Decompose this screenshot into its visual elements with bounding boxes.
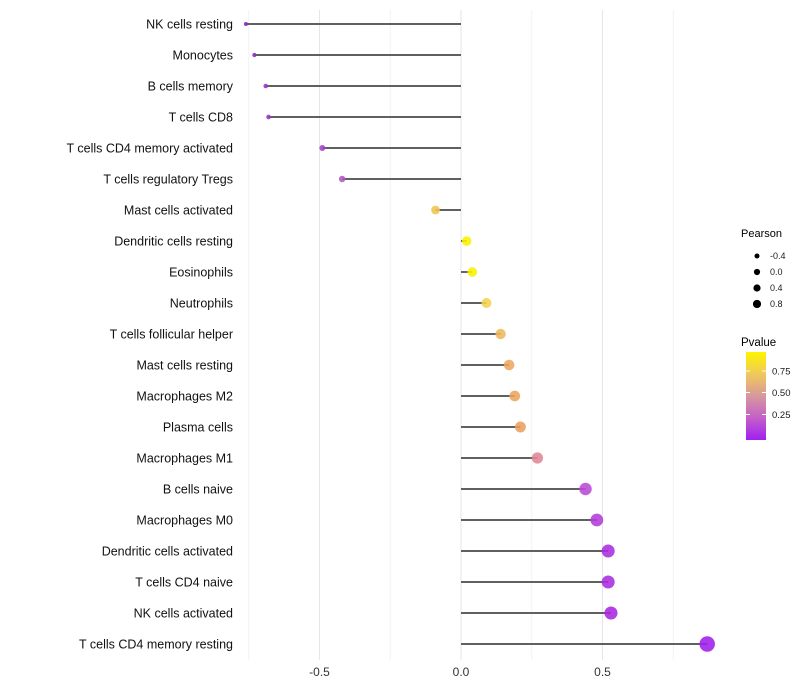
- pearson-legend-label: -0.4: [770, 251, 786, 261]
- lollipop-dot: [461, 236, 472, 246]
- pearson-legend-dot: [753, 268, 761, 276]
- lollipop-dot: [604, 606, 618, 620]
- lollipop-dot: [699, 636, 715, 652]
- y-axis-label: NK cells activated: [134, 607, 233, 621]
- pearson-legend-label: 0.0: [770, 267, 783, 277]
- y-axis-label: Macrophages M0: [136, 514, 233, 528]
- lollipop-dot: [495, 328, 506, 340]
- lollipop-dot: [319, 145, 326, 151]
- pearson-legend-dot: [754, 253, 760, 259]
- lollipop-dot: [514, 421, 526, 433]
- lollipop-dot: [481, 297, 492, 309]
- y-axis-label: Macrophages M1: [136, 452, 233, 466]
- pearson-legend-dot: [752, 299, 762, 309]
- pvalue-legend-label: 0.25: [772, 410, 791, 421]
- pearson-legend-label: 0.4: [770, 283, 783, 293]
- y-axis-label: T cells regulatory Tregs: [103, 173, 233, 187]
- y-axis-label: T cells CD8: [169, 111, 233, 125]
- lollipop-dot: [252, 52, 257, 58]
- pearson-legend-label: 0.8: [770, 299, 783, 309]
- lollipop-dot: [467, 267, 478, 277]
- y-axis-label: NK cells resting: [146, 18, 233, 32]
- pvalue-legend-label: 0.75: [772, 367, 791, 378]
- lollipop-dot: [266, 114, 271, 120]
- pearson-legend-title: Pearson: [741, 228, 782, 240]
- y-axis-label: Mast cells activated: [124, 204, 233, 218]
- lollipop-dot: [338, 175, 346, 183]
- y-axis-label: T cells CD4 naive: [135, 576, 233, 590]
- lollipop-dot: [590, 513, 604, 527]
- lollipop-dot: [243, 21, 248, 27]
- y-axis-label: Mast cells resting: [136, 359, 233, 373]
- lollipop-dot: [509, 390, 521, 402]
- y-axis-label: Neutrophils: [170, 297, 233, 311]
- lollipop-dot: [601, 575, 615, 589]
- y-axis-label: Dendritic cells resting: [114, 235, 233, 249]
- lollipop-dot: [431, 205, 440, 215]
- pvalue-legend-title: Pvalue: [741, 337, 776, 349]
- y-axis-label: T cells CD4 memory activated: [67, 142, 234, 156]
- y-axis-label: Macrophages M2: [136, 390, 233, 404]
- y-axis-label: Dendritic cells activated: [102, 545, 233, 559]
- x-axis-tick-label: -0.5: [309, 665, 330, 679]
- lollipop-dot: [579, 482, 592, 496]
- y-axis-label: Monocytes: [173, 49, 233, 63]
- y-axis-label: T cells CD4 memory resting: [79, 638, 233, 652]
- pvalue-legend-label: 0.50: [772, 388, 791, 399]
- lollipop-dot: [531, 452, 544, 464]
- y-axis-label: B cells memory: [148, 80, 234, 94]
- lollipop-dot: [263, 83, 269, 89]
- y-axis-label: B cells naive: [163, 483, 233, 497]
- y-axis-label: Eosinophils: [169, 266, 233, 280]
- lollipop-dot: [503, 359, 515, 371]
- pearson-legend-dot: [753, 284, 761, 292]
- lollipop-dot: [601, 544, 615, 558]
- pvalue-colorbar: [746, 352, 766, 440]
- y-axis-label: Plasma cells: [163, 421, 233, 435]
- y-axis-label: T cells follicular helper: [110, 328, 233, 342]
- x-axis-tick-label: 0.0: [453, 665, 470, 679]
- x-axis-tick-label: 0.5: [594, 665, 611, 679]
